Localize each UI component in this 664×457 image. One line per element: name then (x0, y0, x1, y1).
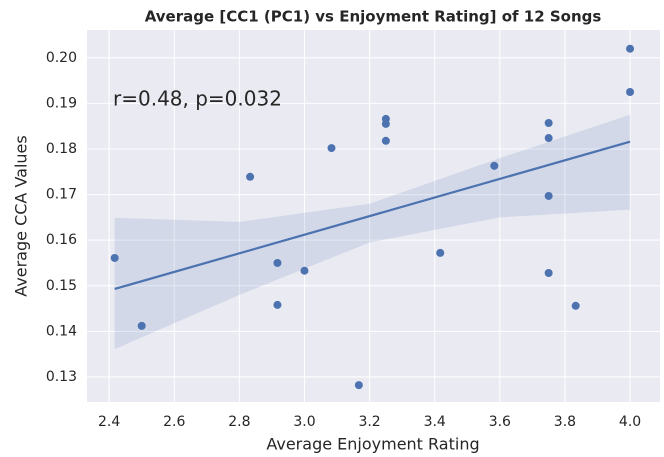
y-axis-label: Average CCA Values (12, 135, 31, 296)
y-tick-label: 0.18 (46, 141, 77, 157)
point (246, 172, 255, 181)
x-tick-label: 2.4 (98, 414, 120, 430)
point (544, 268, 553, 277)
y-tick-label: 0.13 (46, 369, 77, 385)
y-tick-label: 0.16 (46, 232, 77, 248)
y-tick-label: 0.17 (46, 187, 77, 203)
y-tick-label: 0.15 (46, 278, 77, 294)
annotation: r=0.48, p=0.032 (113, 87, 282, 111)
point (436, 248, 445, 257)
x-tick-label: 3.6 (489, 414, 511, 430)
x-axis-label: Average Enjoyment Rating (266, 435, 479, 454)
point (626, 88, 635, 96)
x-tick-label: 4.0 (619, 414, 641, 430)
point (626, 44, 635, 53)
point (327, 144, 336, 153)
x-tick-label: 3.2 (358, 414, 380, 430)
x-tick-label: 2.8 (228, 414, 250, 430)
x-tick-label: 3.4 (424, 414, 446, 430)
x-tick-label: 2.6 (163, 414, 185, 430)
point (273, 300, 282, 309)
point (381, 119, 390, 128)
y-tick-label: 0.19 (46, 95, 77, 111)
x-tick-label: 3.8 (554, 414, 576, 430)
y-tick-label: 0.14 (46, 323, 77, 339)
point (571, 301, 580, 310)
point (544, 119, 553, 127)
chart-title: Average [CC1 (PC1) vs Enjoyment Rating] … (145, 8, 602, 26)
regression-line (114, 140, 631, 290)
point (490, 161, 499, 170)
point (544, 134, 553, 143)
point (110, 253, 119, 262)
y-tick-label: 0.20 (46, 50, 77, 66)
point (354, 381, 363, 390)
point (381, 136, 390, 145)
point (273, 258, 282, 267)
point (544, 191, 553, 200)
confidence-band (114, 114, 631, 350)
point (300, 266, 309, 275)
x-tick-label: 3.0 (293, 414, 315, 430)
point (137, 321, 146, 330)
